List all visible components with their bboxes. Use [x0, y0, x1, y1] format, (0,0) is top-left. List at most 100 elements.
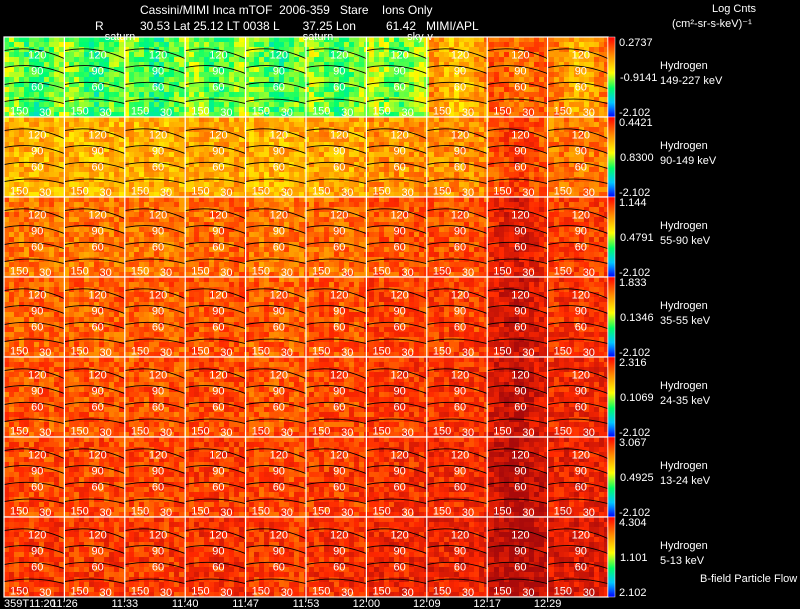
heat-cell	[219, 137, 225, 143]
heat-cell	[169, 87, 175, 93]
heat-cell	[64, 42, 70, 48]
heat-cell	[169, 202, 175, 208]
heat-cell	[404, 82, 410, 88]
heat-cell	[189, 172, 195, 178]
heat-cell	[69, 172, 75, 178]
heat-cell	[564, 47, 570, 53]
heat-cell	[594, 97, 600, 103]
heat-cell	[504, 82, 510, 88]
heat-cell	[4, 232, 10, 238]
heat-cell	[409, 137, 415, 143]
heat-cell	[109, 237, 115, 243]
heat-cell	[74, 122, 80, 128]
heat-cell	[309, 152, 315, 158]
heat-cell	[114, 127, 120, 133]
heat-cell	[369, 172, 375, 178]
heat-cell	[544, 197, 550, 203]
heat-cell	[19, 172, 25, 178]
heat-cell	[539, 102, 545, 108]
heat-cell	[289, 117, 295, 123]
heat-cell	[64, 72, 70, 78]
heat-cell	[294, 202, 300, 208]
heat-cell	[564, 62, 570, 68]
heat-cell	[39, 67, 45, 73]
heat-cell	[289, 57, 295, 63]
heat-cell	[429, 232, 435, 238]
heat-cell	[234, 127, 240, 133]
heat-cell	[14, 212, 20, 218]
heat-cell	[359, 222, 365, 228]
heat-cell	[459, 52, 465, 58]
heat-cell	[134, 152, 140, 158]
heat-cell	[409, 232, 415, 238]
heat-cell	[239, 117, 245, 123]
heat-cell	[144, 177, 150, 183]
heat-cell	[199, 52, 205, 58]
heat-cell	[19, 207, 25, 213]
heat-cell	[354, 77, 360, 83]
heat-cell	[529, 197, 535, 203]
heat-cell	[329, 57, 335, 63]
heat-cell	[114, 237, 120, 243]
heat-cell	[19, 102, 25, 108]
heat-cell	[519, 67, 525, 73]
heat-cell	[274, 202, 280, 208]
heat-cell	[174, 207, 180, 213]
heat-cell	[524, 112, 530, 118]
heat-cell	[499, 72, 505, 78]
heat-cell	[584, 122, 590, 128]
heat-cell	[374, 57, 380, 63]
heat-cell	[189, 152, 195, 158]
heat-cell	[219, 37, 225, 43]
heat-cell	[89, 52, 95, 58]
heat-cell	[214, 77, 220, 83]
heat-cell	[429, 102, 435, 108]
heat-cell	[74, 172, 80, 178]
heat-cell	[9, 232, 15, 238]
heat-cell	[39, 202, 45, 208]
heat-cell	[124, 87, 130, 93]
heat-cell	[24, 202, 30, 208]
heat-cell	[174, 197, 180, 203]
heat-cell	[284, 82, 290, 88]
heat-cell	[179, 107, 185, 113]
heat-cell	[299, 207, 305, 213]
heat-cell	[264, 57, 270, 63]
heat-cell	[529, 102, 535, 108]
heat-cell	[389, 47, 395, 53]
heat-cell	[24, 197, 30, 203]
heat-cell	[164, 137, 170, 143]
heat-cell	[479, 117, 485, 123]
heat-cell	[129, 137, 135, 143]
heat-cell	[519, 77, 525, 83]
heat-cell	[39, 77, 45, 83]
heat-cell	[59, 117, 65, 123]
heat-cell	[524, 52, 530, 58]
heat-cell	[589, 222, 595, 228]
heat-cell	[419, 157, 425, 163]
heat-cell	[304, 202, 310, 208]
heat-cell	[19, 42, 25, 48]
heat-cell	[229, 107, 235, 113]
heat-cell	[449, 177, 455, 183]
heat-cell	[604, 107, 610, 113]
heat-cell	[144, 202, 150, 208]
heat-cell	[279, 132, 285, 138]
heat-cell	[194, 147, 200, 153]
heat-cell	[429, 42, 435, 48]
heat-cell	[374, 212, 380, 218]
heat-cell	[379, 127, 385, 133]
heat-cell	[4, 182, 10, 188]
heat-cell	[189, 122, 195, 128]
heat-cell	[594, 142, 600, 148]
heat-cell	[264, 152, 270, 158]
heat-cell	[119, 137, 125, 143]
heat-cell	[189, 202, 195, 208]
heat-cell	[269, 112, 275, 118]
heat-cell	[274, 102, 280, 108]
heat-cell	[534, 112, 540, 118]
heat-cell	[319, 37, 325, 43]
heat-cell	[409, 72, 415, 78]
heat-cell	[309, 232, 315, 238]
